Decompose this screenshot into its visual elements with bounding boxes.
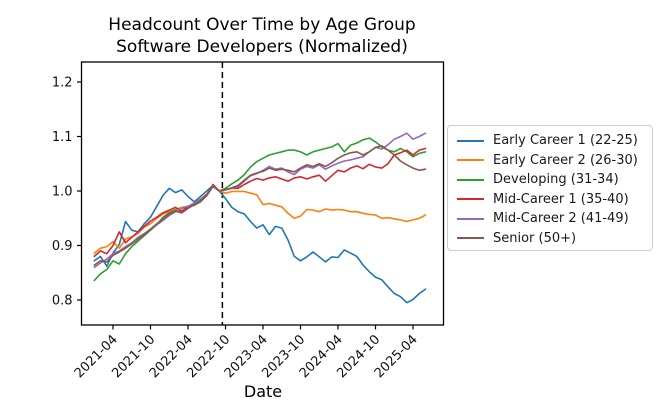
legend-entry: Early Career 1 (22-25) [454, 131, 648, 151]
legend-entry: Senior (50+) [454, 229, 648, 249]
legend-entry: Mid-Career 2 (41-49) [454, 209, 648, 229]
legend-label: Developing (31-34) [493, 172, 619, 188]
x-axis-label: Date [243, 382, 283, 401]
series-line-mid-career-1-35-40 [93, 147, 427, 258]
legend-label: Early Career 2 (26-30) [493, 152, 638, 168]
plot-border [80, 61, 445, 326]
legend-label: Mid-Career 1 (35-40) [493, 191, 629, 207]
legend: Early Career 1 (22-25) Early Career 2 (26… [447, 125, 653, 251]
y-tick-label: 0.9 [52, 239, 73, 254]
y-tick-label: 1.1 [52, 130, 73, 145]
series-line-senior-50 [93, 145, 427, 266]
legend-line-swatch [457, 237, 484, 240]
legend-label: Early Career 1 (22-25) [493, 133, 638, 149]
legend-line-swatch [457, 217, 484, 220]
legend-line-swatch [457, 139, 484, 142]
legend-entry: Early Career 2 (26-30) [454, 151, 648, 171]
legend-line-swatch [457, 178, 484, 181]
chart-title-line2: Software Developers (Normalized) [116, 37, 408, 57]
chart-title-line1: Headcount Over Time by Age Group [108, 15, 416, 35]
y-tick-label: 0.8 [52, 294, 73, 309]
legend-label: Mid-Career 2 (41-49) [493, 211, 629, 227]
series-line-developing-31-34 [93, 137, 427, 282]
y-tick-label: 1.2 [52, 76, 73, 91]
legend-label: Senior (50+) [493, 230, 577, 246]
legend-entry: Developing (31-34) [454, 170, 648, 190]
legend-line-swatch [457, 198, 484, 201]
chart-title: Headcount Over Time by Age Group Softwar… [62, 14, 462, 58]
legend-entry: Mid-Career 1 (35-40) [454, 190, 648, 210]
legend-line-swatch [457, 159, 484, 162]
series-line-early-career-2-26-30 [93, 185, 427, 254]
y-tick-label: 1.0 [52, 185, 73, 200]
series-line-early-career-1-22-25 [93, 184, 427, 304]
